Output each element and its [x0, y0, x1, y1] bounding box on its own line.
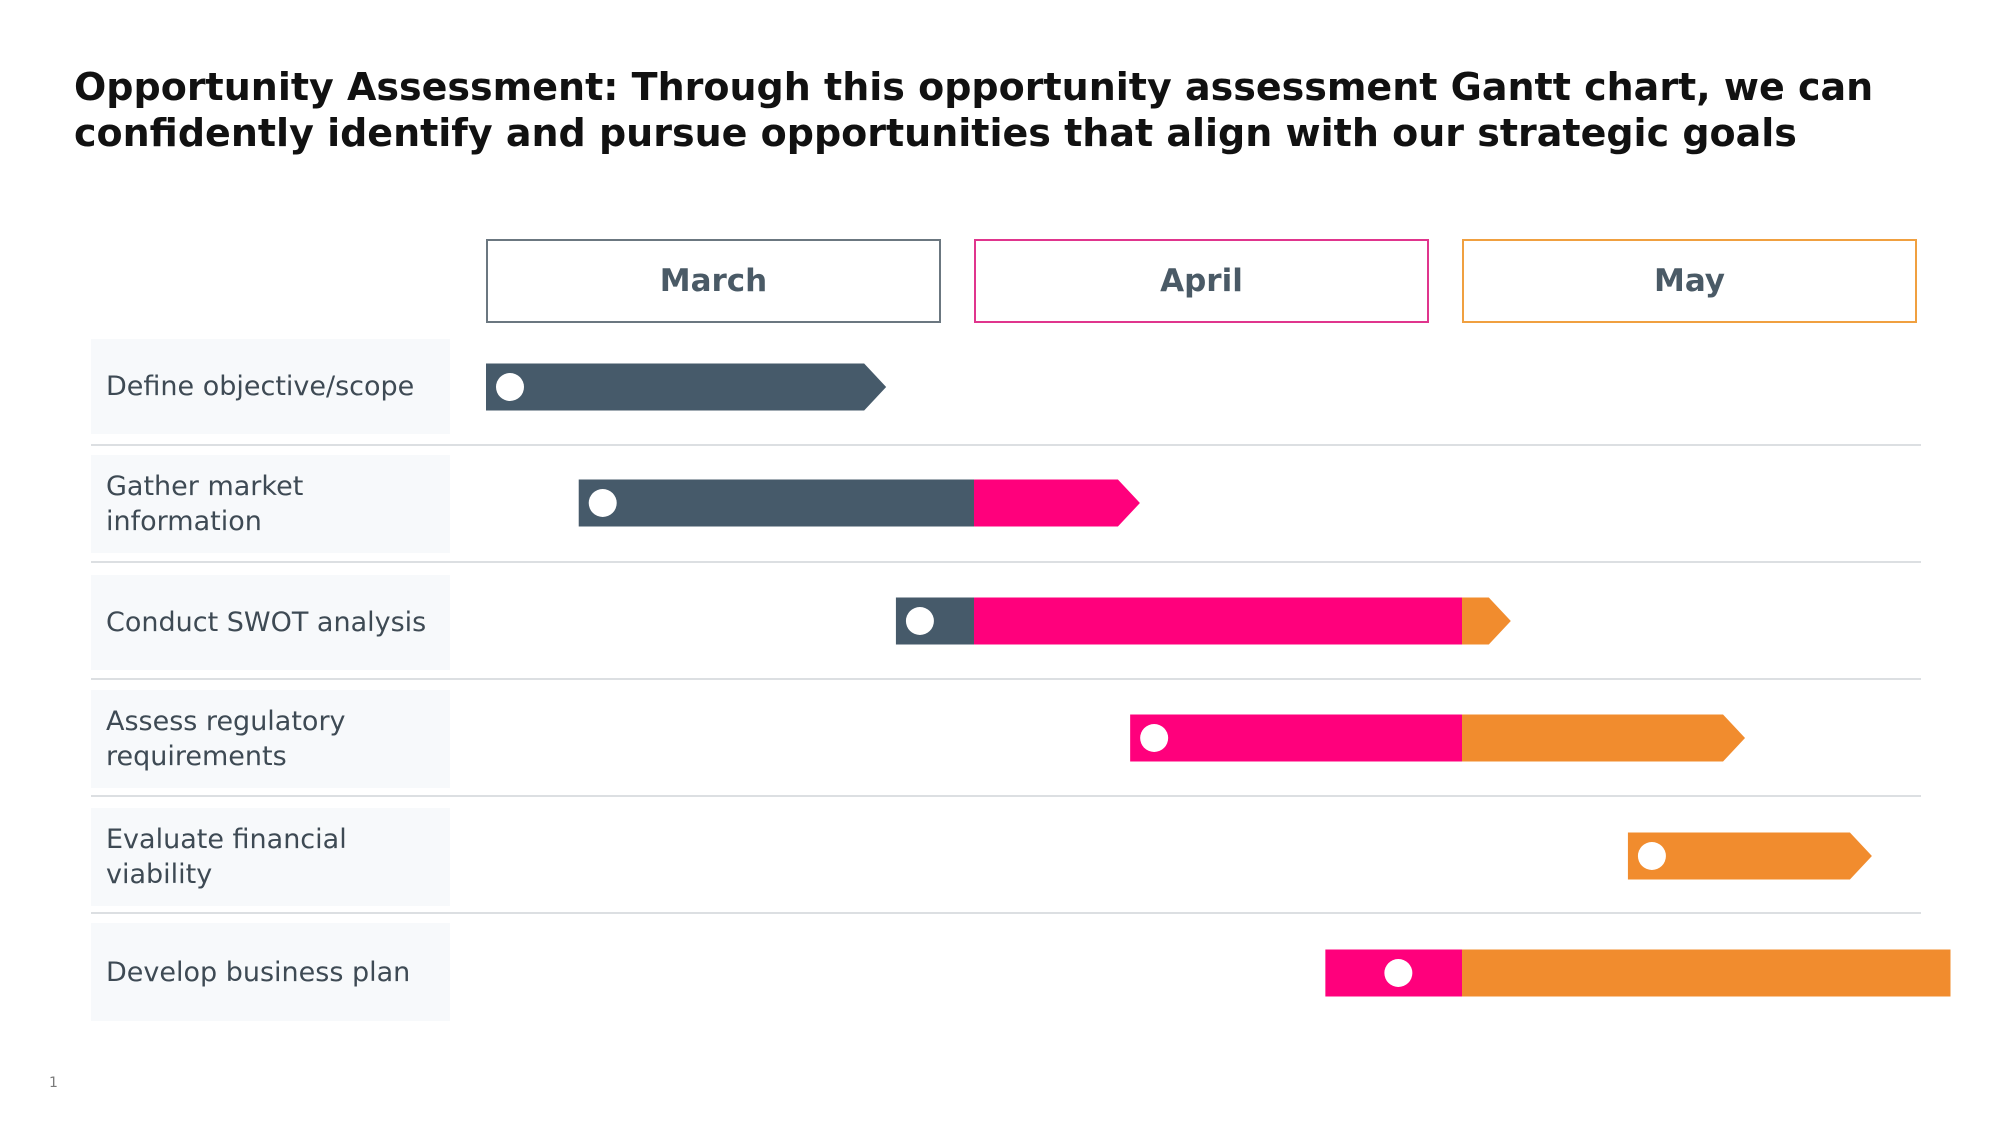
gantt-bar-segment: [974, 479, 1140, 527]
month-header-may: May: [1462, 239, 1917, 323]
slide-title: Opportunity Assessment: Through this opp…: [74, 65, 1874, 155]
gantt-start-marker: [1637, 842, 1666, 870]
gantt-bar-segment: [578, 479, 975, 527]
row-divider: [91, 795, 1921, 797]
gantt-bar-segment: [974, 597, 1463, 645]
gantt-start-marker: [1140, 724, 1169, 752]
gantt-bar-segment: [1130, 714, 1463, 762]
task-label-gather-market: Gather market information: [91, 455, 450, 553]
gantt-start-marker: [496, 373, 524, 401]
gantt-bar-segment: [1627, 832, 1872, 880]
task-label-swot: Conduct SWOT analysis: [91, 575, 450, 670]
task-label-financial: Evaluate financial viability: [91, 808, 450, 906]
row-divider: [91, 912, 1921, 914]
gantt-bar-segment: [486, 363, 887, 411]
task-label-business-plan: Develop business plan: [91, 923, 450, 1021]
row-divider: [91, 678, 1921, 680]
gantt-start-marker: [588, 489, 617, 517]
month-header-april: April: [974, 239, 1429, 323]
gantt-bar-segment: [1462, 597, 1511, 645]
month-header-march: March: [486, 239, 941, 323]
gantt-bar-segment: [1462, 714, 1746, 762]
row-divider: [91, 561, 1921, 563]
page-number: 1: [49, 1075, 58, 1091]
gantt-bar-segment: [1462, 949, 1951, 997]
task-label-regulatory: Assess regulatory requirements: [91, 690, 450, 788]
row-divider: [91, 444, 1921, 446]
gantt-start-marker: [1384, 959, 1413, 987]
gantt-start-marker: [905, 607, 934, 635]
task-label-define-objective: Define objective/scope: [91, 339, 450, 434]
